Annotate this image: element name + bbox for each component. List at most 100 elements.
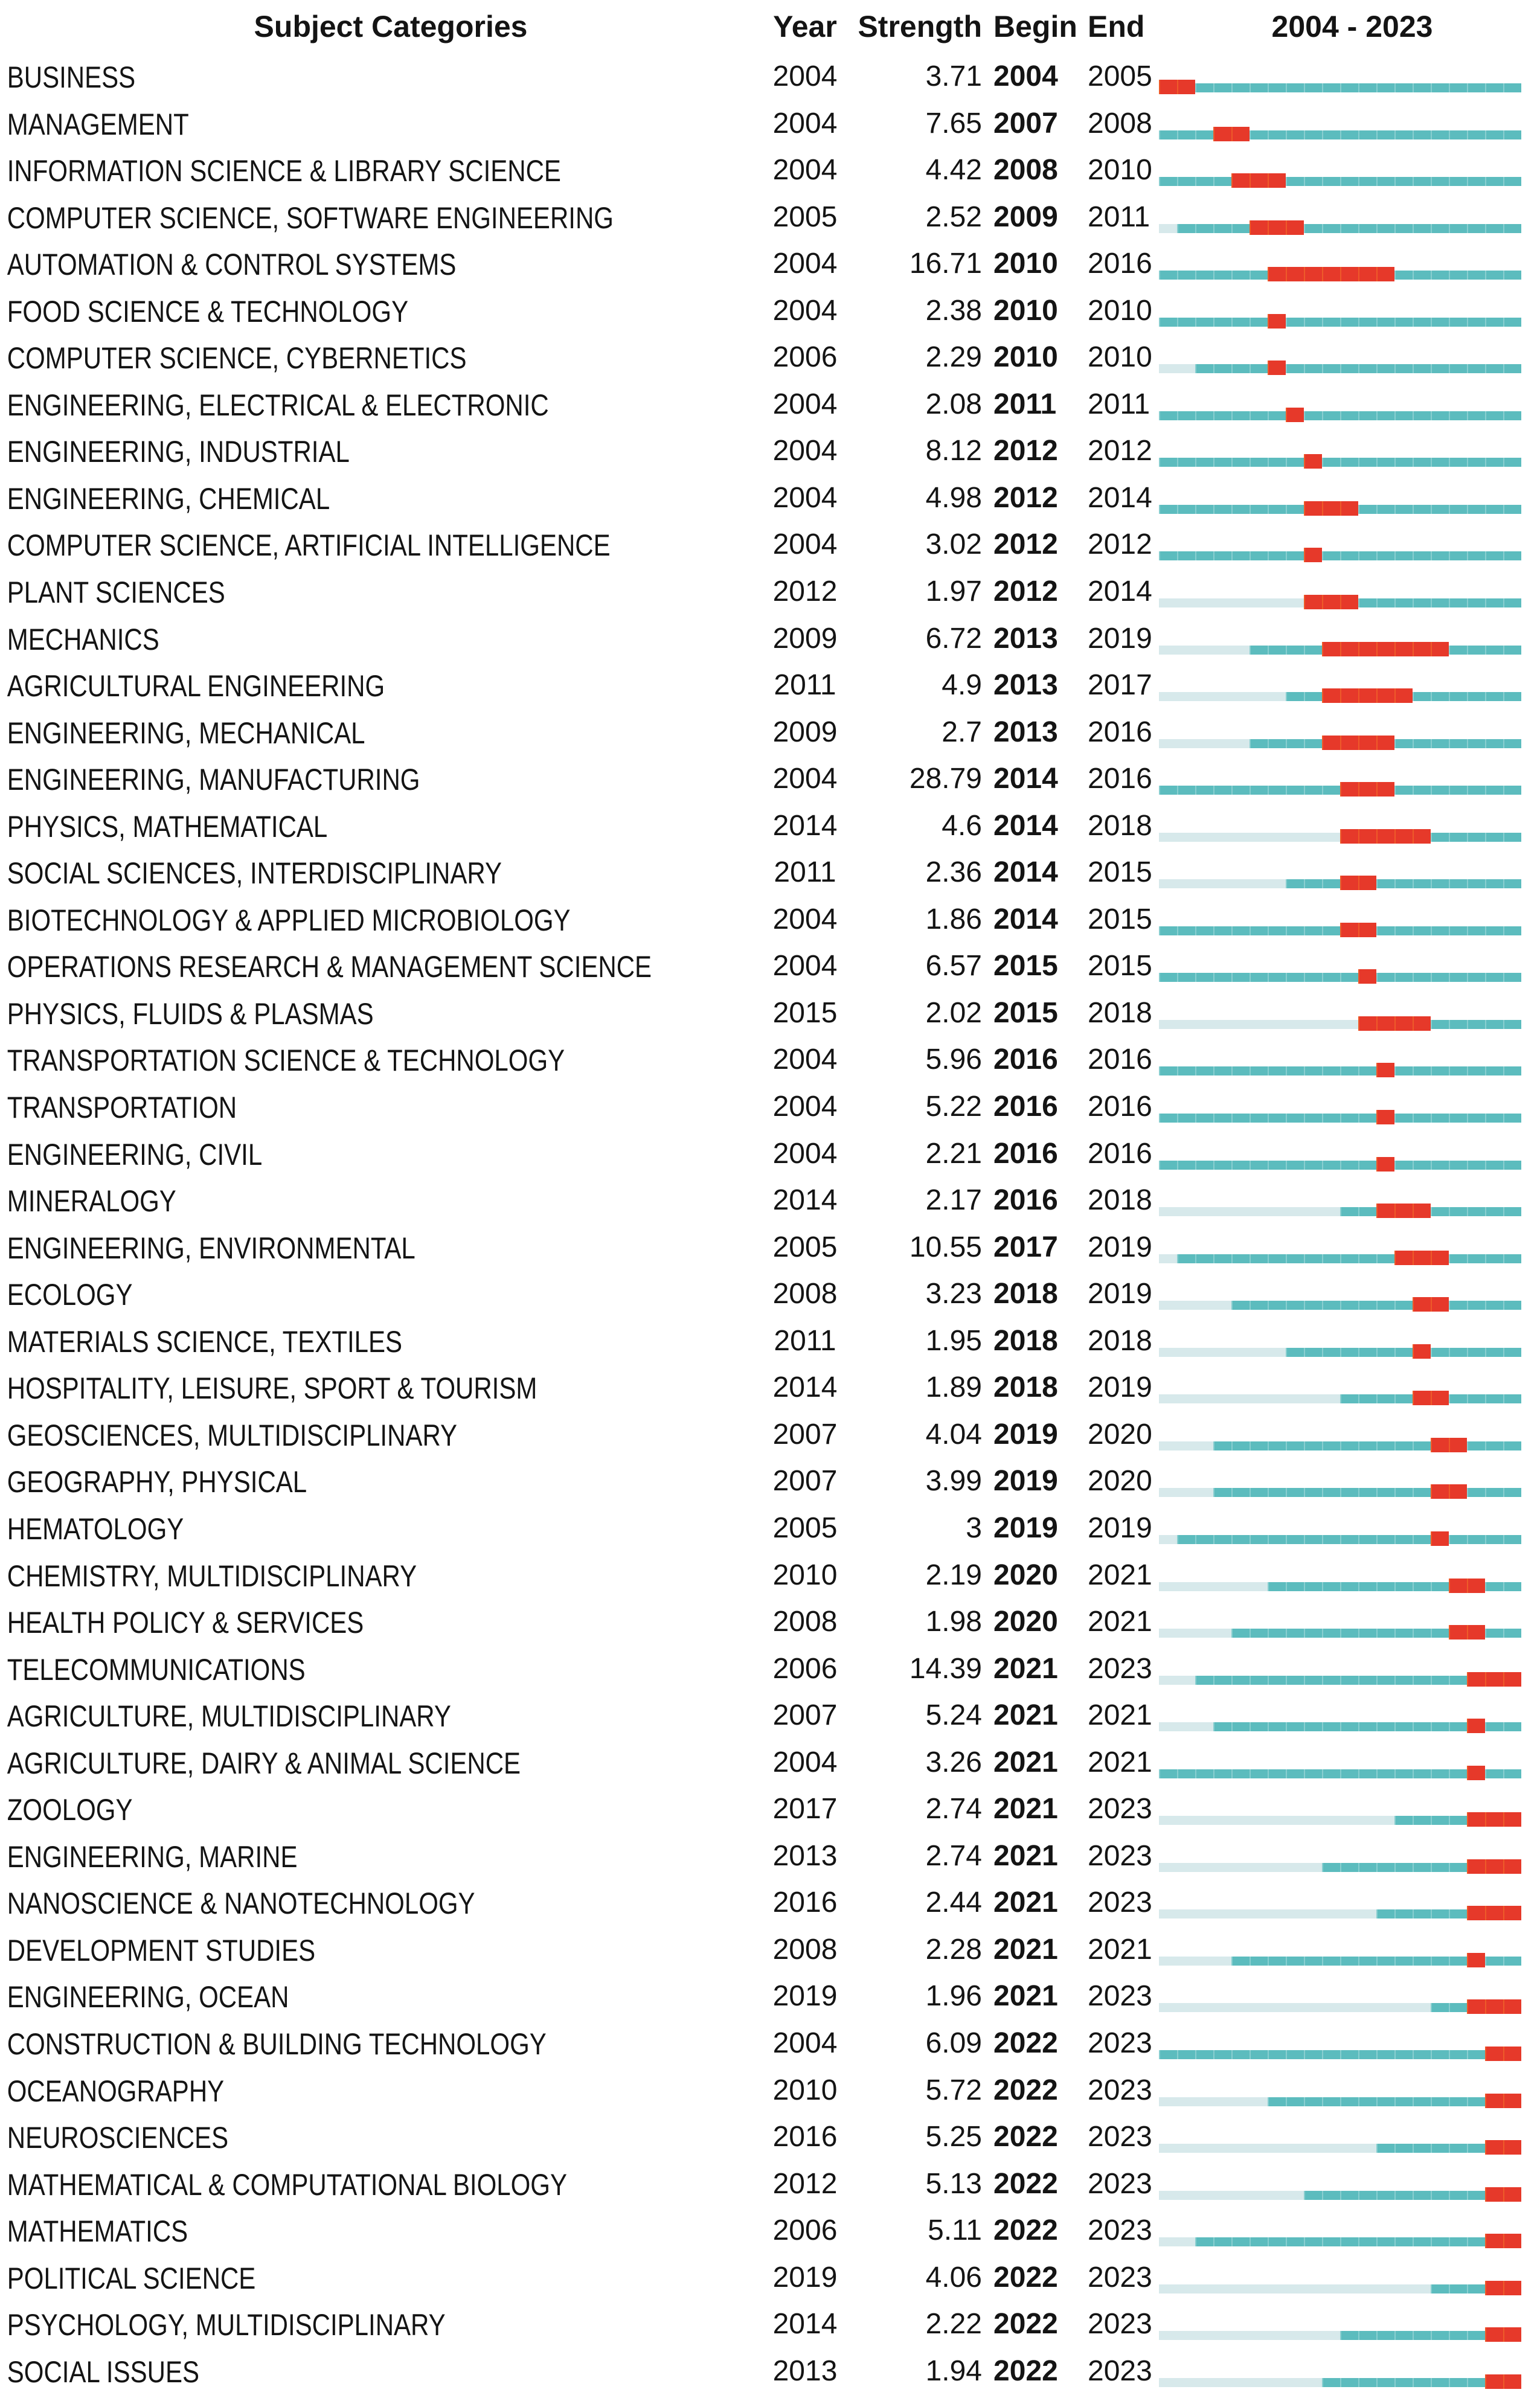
begin-value: 2014 xyxy=(993,763,1058,795)
active-segment-post-burst xyxy=(1286,177,1521,187)
strength-value: 6.09 xyxy=(925,2027,982,2059)
burst-segment xyxy=(1304,595,1358,610)
strength-value: 3.02 xyxy=(925,528,982,561)
category-label: TRANSPORTATION xyxy=(7,1091,237,1125)
category-cell: MATHEMATICAL & COMPUTATIONAL BIOLOGY xyxy=(0,2165,766,2212)
category-cell: ENGINEERING, MARINE xyxy=(0,1837,766,1884)
active-segment-pre-burst xyxy=(1304,2190,1485,2200)
active-segment-pre-burst xyxy=(1431,2003,1467,2013)
category-cell: ENGINEERING, INDUSTRIAL xyxy=(0,432,766,479)
category-label: HOSPITALITY, LEISURE, SPORT & TOURISM xyxy=(7,1371,537,1406)
category-cell: SOCIAL SCIENCES, INTERDISCIPLINARY xyxy=(0,853,766,900)
category-cell: NEUROSCIENCES xyxy=(0,2118,766,2165)
timeline-track xyxy=(1159,271,1521,280)
burst-segment xyxy=(1467,1672,1521,1687)
timeline-bar xyxy=(1159,1181,1521,1228)
strength-value: 4.9 xyxy=(942,669,982,702)
strength-value: 2.44 xyxy=(925,1886,982,1919)
strength-value: 2.74 xyxy=(925,1793,982,1825)
category-label: MATERIALS SCIENCE, TEXTILES xyxy=(7,1324,403,1359)
begin-value: 2022 xyxy=(993,2214,1058,2247)
category-label: POLITICAL SCIENCE xyxy=(7,2261,256,2295)
timeline-track xyxy=(1159,2331,1521,2341)
begin-value: 2016 xyxy=(993,1043,1058,1076)
timeline-bar xyxy=(1159,1837,1521,1884)
end-value: 2015 xyxy=(1088,950,1152,982)
timeline-bar xyxy=(1159,2165,1521,2212)
active-segment-post-burst xyxy=(1394,786,1521,795)
table-row: NANOSCIENCE & NANOTECHNOLOGY 2016 2.44 2… xyxy=(0,1883,1540,1931)
timeline-bar xyxy=(1159,1368,1521,1415)
strength-value: 5.72 xyxy=(925,2074,982,2106)
active-segment-post-burst xyxy=(1376,973,1521,982)
year-value: 2005 xyxy=(772,1511,838,1544)
active-segment-pre-burst xyxy=(1231,1629,1449,1638)
category-cell: COMPUTER SCIENCE, SOFTWARE ENGINEERING xyxy=(0,198,766,245)
burst-segment xyxy=(1467,1765,1485,1780)
timeline-track xyxy=(1159,1160,1521,1170)
table-row: BUSINESS 2004 3.71 2004 2005 xyxy=(0,57,1540,104)
timeline-bar xyxy=(1159,2024,1521,2071)
category-label: ZOOLOGY xyxy=(7,1793,133,1827)
category-label: ECOLOGY xyxy=(7,1278,133,1312)
begin-value: 2020 xyxy=(993,1559,1058,1591)
active-segment-pre-burst xyxy=(1159,458,1304,467)
active-segment-post-burst xyxy=(1449,1394,1521,1404)
table-row: GEOSCIENCES, MULTIDISCIPLINARY 2007 4.04… xyxy=(0,1415,1540,1463)
category-cell: OPERATIONS RESEARCH & MANAGEMENT SCIENCE xyxy=(0,947,766,994)
column-header-subject-categories: Subject Categories xyxy=(254,10,528,43)
strength-value: 3.23 xyxy=(925,1278,982,1310)
pre-activity-segment xyxy=(1159,739,1250,748)
category-label: COMPUTER SCIENCE, SOFTWARE ENGINEERING xyxy=(7,200,614,235)
table-row: ENGINEERING, MANUFACTURING 2004 28.79 20… xyxy=(0,760,1540,807)
active-segment-post-burst xyxy=(1322,551,1521,561)
burst-segment xyxy=(1340,782,1394,797)
category-cell: ENGINEERING, OCEAN xyxy=(0,1977,766,2024)
strength-value: 14.39 xyxy=(909,1652,982,1685)
active-segment-post-burst xyxy=(1431,1207,1521,1217)
category-label: MINERALOGY xyxy=(7,1184,176,1219)
year-value: 2004 xyxy=(772,248,838,280)
category-label: HEALTH POLICY & SERVICES xyxy=(7,1606,364,1640)
table-row: CONSTRUCTION & BUILDING TECHNOLOGY 2004 … xyxy=(0,2024,1540,2071)
category-cell: AGRICULTURE, DAIRY & ANIMAL SCIENCE xyxy=(0,1743,766,1790)
table-row: ENGINEERING, MECHANICAL 2009 2.7 2013 20… xyxy=(0,713,1540,760)
begin-value: 2021 xyxy=(993,1839,1058,1872)
category-cell: HEMATOLOGY xyxy=(0,1509,766,1556)
table-row: MATHEMATICS 2006 5.11 2022 2023 xyxy=(0,2211,1540,2258)
category-cell: MECHANICS xyxy=(0,620,766,667)
active-segment-pre-burst xyxy=(1195,1675,1467,1685)
year-value: 2004 xyxy=(772,154,838,187)
year-value: 2010 xyxy=(772,1559,838,1591)
year-value: 2019 xyxy=(772,1980,838,2013)
begin-value: 2010 xyxy=(993,248,1058,280)
year-value: 2005 xyxy=(772,200,838,233)
category-label: TELECOMMUNICATIONS xyxy=(7,1652,306,1687)
timeline-bar xyxy=(1159,292,1521,339)
begin-value: 2004 xyxy=(993,60,1058,92)
timeline-track xyxy=(1159,926,1521,935)
burst-segment xyxy=(1376,1063,1394,1078)
strength-value: 5.25 xyxy=(925,2121,982,2153)
timeline-track xyxy=(1159,223,1521,233)
year-value: 2004 xyxy=(772,60,838,92)
strength-value: 1.86 xyxy=(925,903,982,935)
category-label: NANOSCIENCE & NANOTECHNOLOGY xyxy=(7,1886,475,1921)
active-segment-pre-burst xyxy=(1177,223,1250,233)
category-cell: CONSTRUCTION & BUILDING TECHNOLOGY xyxy=(0,2024,766,2071)
timeline-track xyxy=(1159,1019,1521,1029)
table-row: AGRICULTURE, MULTIDISCIPLINARY 2007 5.24… xyxy=(0,1696,1540,1743)
end-value: 2011 xyxy=(1088,200,1150,233)
timeline-track xyxy=(1159,411,1521,420)
category-label: CHEMISTRY, MULTIDISCIPLINARY xyxy=(7,1559,417,1593)
table-row: TELECOMMUNICATIONS 2006 14.39 2021 2023 xyxy=(0,1650,1540,1697)
end-value: 2018 xyxy=(1088,996,1152,1029)
pre-activity-segment xyxy=(1159,832,1340,842)
timeline-bar xyxy=(1159,1135,1521,1182)
year-value: 2004 xyxy=(772,763,838,795)
timeline-bar xyxy=(1159,1743,1521,1790)
active-segment-pre-burst xyxy=(1268,1582,1449,1591)
active-segment-pre-burst xyxy=(1159,411,1286,420)
end-value: 2023 xyxy=(1088,2261,1152,2293)
